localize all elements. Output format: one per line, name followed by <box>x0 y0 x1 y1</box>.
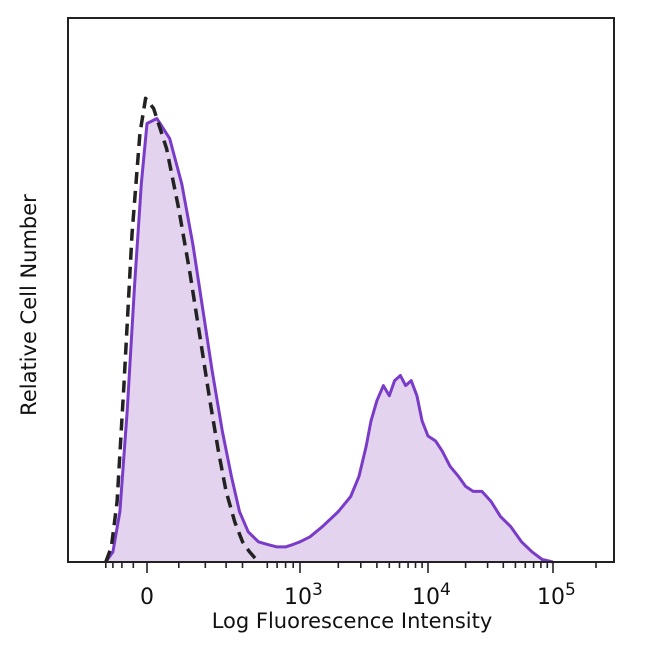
x-tick-label: 0 <box>140 585 154 610</box>
ticks-layer: 0 103 104 105 <box>105 562 597 610</box>
x-tick-label: 103 <box>284 580 323 610</box>
marks-layer <box>104 96 554 564</box>
x-tick-label-exponent: 3 <box>312 580 323 600</box>
control-histogram-dashed-line <box>104 96 260 564</box>
y-axis-label: Relative Cell Number <box>17 194 41 416</box>
x-tick-label: 104 <box>412 580 451 610</box>
x-tick-label-base: 10 <box>412 585 440 610</box>
x-tick-label-base: 10 <box>537 585 565 610</box>
plot-frame <box>67 17 615 563</box>
x-axis-label: Log Fluorescence Intensity <box>212 609 493 633</box>
stained-histogram-line <box>104 117 554 564</box>
x-tick-label-exponent: 5 <box>565 580 576 600</box>
x-tick-label: 105 <box>537 580 576 610</box>
x-tick-label-exponent: 4 <box>440 580 451 600</box>
x-tick-label-base: 10 <box>284 585 312 610</box>
